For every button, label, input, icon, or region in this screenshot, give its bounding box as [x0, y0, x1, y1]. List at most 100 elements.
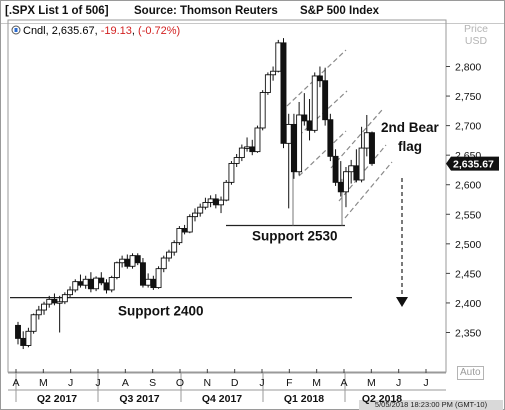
axes-layer [7, 19, 450, 402]
candle-body-up [129, 255, 136, 267]
candle [150, 275, 157, 290]
candle [30, 313, 37, 334]
series-legend[interactable]: Cndl, 2,635.67, -19.13, (-0.72%) [11, 25, 180, 37]
annotation-layer: Support 2400 Support 2530 2nd Bear flag [10, 49, 440, 319]
candle [197, 203, 204, 217]
support-2400-label: Support 2400 [118, 304, 204, 319]
candle-body-up [41, 303, 47, 311]
month-label: J [423, 377, 428, 389]
candle [181, 224, 188, 235]
candle-body-up [25, 330, 32, 346]
price-header-line1: Price [464, 23, 488, 35]
candle [56, 295, 63, 333]
candle [67, 286, 74, 298]
month-label: J [68, 377, 73, 389]
candle-body-up [238, 147, 245, 158]
candle-body-down [337, 181, 344, 193]
last-price-marker [446, 156, 499, 171]
candle-body-up [275, 42, 282, 72]
candle [124, 254, 131, 269]
change-percent: (-0.72%) [138, 25, 181, 37]
candle [155, 266, 162, 289]
candle [207, 195, 214, 208]
candle-body-down [20, 337, 27, 346]
change-value: -19.13 [100, 25, 132, 37]
candle [259, 90, 266, 131]
month-label: J [95, 377, 100, 389]
y-tick-label: 2,600 [455, 180, 481, 192]
quarter-label: Q3 2017 [119, 393, 159, 405]
auto-scale-button[interactable]: Auto [457, 366, 484, 380]
month-label: F [286, 377, 292, 389]
candle-body-up [67, 289, 74, 296]
candle [264, 72, 271, 95]
candle [244, 137, 251, 152]
candle-body-down [139, 262, 146, 286]
candle-body-down [103, 282, 110, 291]
candle-body-down [124, 258, 131, 267]
candle [254, 125, 261, 153]
candle-body-up [82, 278, 89, 286]
candle-body-up [228, 162, 235, 183]
candle [353, 149, 360, 183]
candle-body-up [30, 314, 37, 332]
candle [82, 275, 89, 289]
candle [270, 66, 277, 81]
bear-flag-label-line2: flag [398, 139, 422, 154]
candle-body-up [244, 146, 251, 149]
y-tick-label: 2,500 [455, 239, 481, 251]
candle [285, 113, 292, 209]
month-label: D [231, 377, 239, 389]
candle [238, 144, 245, 162]
candle [306, 99, 313, 141]
candle [228, 161, 235, 185]
source-label: Source: Thomson Reuters [134, 5, 278, 17]
candle [311, 72, 318, 133]
candle-body-down [98, 277, 105, 284]
candle-body-up [46, 298, 53, 305]
support-2530-label: Support 2530 [252, 229, 338, 244]
candle-body-down [134, 255, 141, 264]
candle [134, 253, 141, 266]
candle-body-up [264, 74, 271, 93]
candle-body-up [197, 206, 204, 214]
candle-body-up [160, 257, 167, 270]
candle-body-up [363, 132, 370, 149]
candle-body-up [186, 216, 193, 233]
candle [20, 331, 27, 350]
candle-body-up [285, 123, 292, 144]
candle-body-up [155, 268, 162, 289]
candle-body-up [343, 171, 349, 193]
candle-body-down [316, 75, 323, 82]
candle [119, 255, 126, 268]
candle-body-up [270, 70, 277, 76]
timestamp-bar: 5/05/2018 18:23:00 PM (GMT-10) [359, 400, 503, 410]
candle [145, 273, 152, 288]
candle [25, 327, 32, 348]
candle [139, 258, 146, 288]
candle-body-down [306, 120, 313, 131]
candle-body-up [311, 75, 318, 131]
instrument-list-label[interactable]: [.SPX List 1 of 506] [5, 5, 109, 17]
candle [15, 321, 21, 345]
candle-body-down [327, 119, 334, 157]
candle [290, 113, 297, 179]
candle-body-down [249, 146, 256, 153]
bear-flag-channel-line [330, 109, 383, 169]
candle [87, 272, 94, 293]
candle-body-up [176, 228, 183, 244]
candle-body-up [56, 301, 63, 304]
candle [108, 275, 115, 293]
candle [218, 196, 224, 214]
y-tick-label: 2,450 [455, 268, 481, 280]
candle-body-down [77, 281, 84, 286]
y-tick-label: 2,700 [455, 121, 481, 133]
candle [202, 197, 209, 210]
candle [322, 67, 329, 126]
candle-body-up [259, 92, 266, 129]
title-bar: [.SPX List 1 of 506] Source: Thomson Reu… [1, 1, 504, 24]
candle-body-up [166, 251, 172, 259]
last-price-label: 2,635.67 [453, 159, 494, 171]
candle [171, 240, 178, 256]
candle [358, 126, 365, 183]
